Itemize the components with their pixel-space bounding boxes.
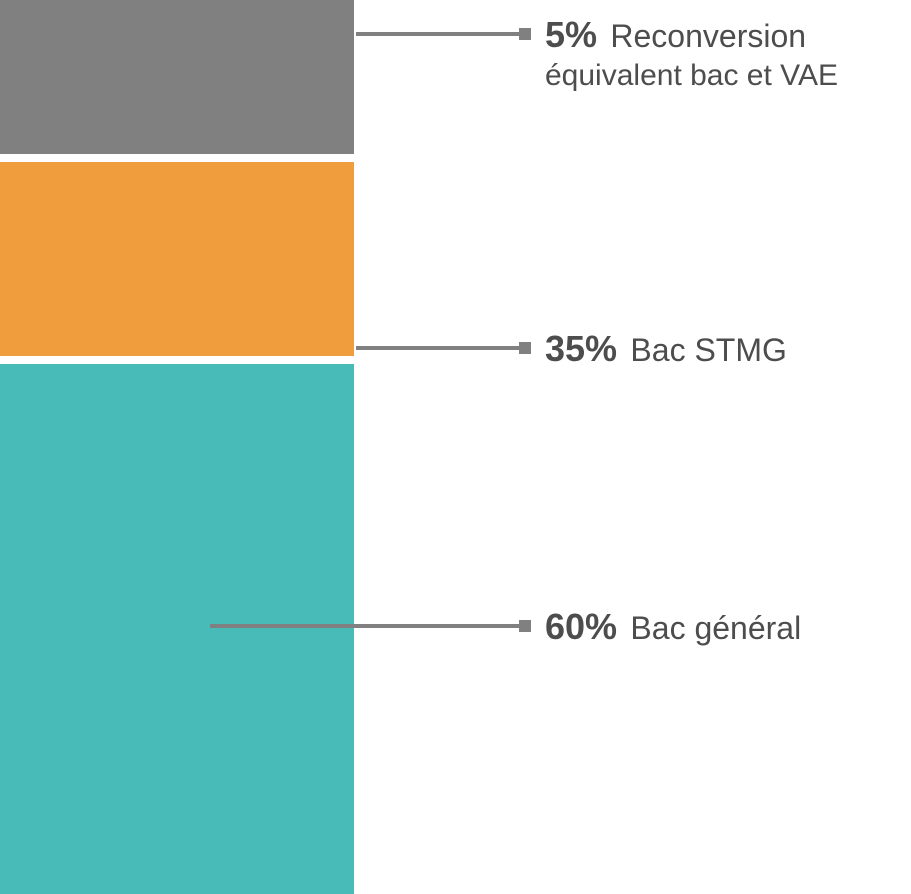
segment-percent: 35%: [545, 328, 617, 369]
segment-name: Bac STMG: [630, 332, 786, 368]
bar-gap: [0, 356, 354, 364]
bar-segment-reconversion: [0, 0, 354, 154]
label-group-reconversion: 5% Reconversion équivalent bac et VAE: [545, 12, 838, 95]
stacked-bar-chart: 5% Reconversion équivalent bac et VAE 35…: [0, 0, 911, 894]
bar-stack: [0, 0, 354, 894]
segment-label: 60% Bac général: [545, 604, 801, 649]
label-group-bac-stmg: 35% Bac STMG: [545, 326, 787, 371]
leader-marker-icon: [519, 28, 531, 40]
segment-label: 35% Bac STMG: [545, 326, 787, 371]
segment-name: Bac général: [630, 610, 801, 646]
segment-percent: 60%: [545, 606, 617, 647]
segment-label: 5% Reconversion équivalent bac et VAE: [545, 12, 838, 95]
bar-segment-bac-general: [0, 364, 354, 894]
leader-line: [356, 32, 519, 36]
segment-percent: 5%: [545, 14, 597, 55]
bar-segment-bac-stmg: [0, 162, 354, 356]
leader-line: [210, 624, 519, 628]
leader-marker-icon: [519, 342, 531, 354]
leader-line: [356, 346, 519, 350]
leader-marker-icon: [519, 620, 531, 632]
bar-gap: [0, 154, 354, 162]
segment-sublabel: équivalent bac et VAE: [545, 57, 838, 95]
label-group-bac-general: 60% Bac général: [545, 604, 801, 649]
segment-name: Reconversion: [610, 18, 806, 54]
